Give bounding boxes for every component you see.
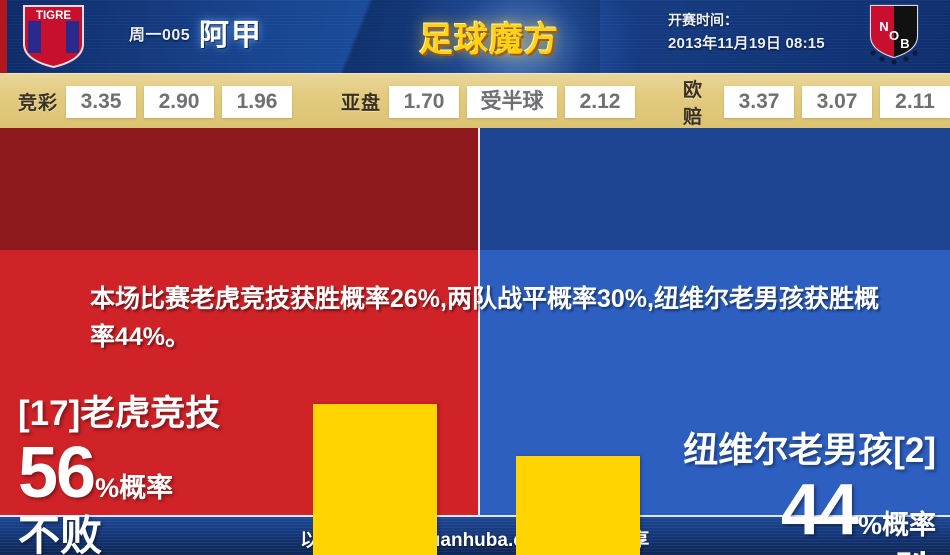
svg-text:O: O xyxy=(889,28,899,43)
odds-cell-draw[interactable]: 2.90 xyxy=(144,85,215,118)
odds-cell-handicap[interactable]: 受半球 xyxy=(467,85,558,118)
away-team-name: 纽维尔老男孩[2] xyxy=(683,431,936,470)
odds-group-label: 亚盘 xyxy=(341,93,382,114)
probability-chart: 本场比赛老虎竞技获胜概率26%,两队战平概率30%,纽维尔老男孩获胜概率44%。… xyxy=(0,128,950,555)
away-team-stats: 纽维尔老男孩[2] 44%概率 胜 xyxy=(640,431,936,555)
kickoff-time: 2013年11月19日 08:15 xyxy=(668,34,825,52)
panel-divider xyxy=(478,128,480,515)
away-verdict: 胜 xyxy=(640,551,936,555)
odds-cell-home[interactable]: 1.70 xyxy=(389,85,460,118)
odds-cell-away[interactable]: 2.11 xyxy=(880,85,950,118)
odds-cell-away[interactable]: 1.96 xyxy=(222,85,293,118)
odds-group-jingcai: 竞彩 3.35 2.90 1.96 xyxy=(18,74,293,129)
home-team-crest-icon: TIGRE xyxy=(23,5,84,69)
odds-cell-draw[interactable]: 3.07 xyxy=(802,85,872,118)
away-percent-suffix: %概率 xyxy=(857,509,936,540)
summary-text: 本场比赛老虎竞技获胜概率26%,两队战平概率30%,纽维尔老男孩获胜概率44%。 xyxy=(90,285,879,351)
match-number: 周一005 xyxy=(129,27,191,44)
odds-group-oupei: 欧赔 3.37 3.07 2.11 xyxy=(683,74,950,129)
league-name: 阿甲 xyxy=(199,19,263,52)
odds-cell-home[interactable]: 3.37 xyxy=(724,85,794,118)
odds-group-yapan: 亚盘 1.70 受半球 2.12 xyxy=(341,74,636,129)
odds-group-label: 竞彩 xyxy=(18,93,59,114)
home-panel xyxy=(0,128,479,515)
home-verdict: 不败 xyxy=(18,511,103,555)
away-team-crest-icon: N O B xyxy=(869,4,919,65)
odds-cell-home[interactable]: 3.35 xyxy=(66,85,137,118)
home-percent-value: 56 xyxy=(18,432,96,513)
header-bar: TIGRE 周一005 阿甲 足球魔方 开赛时间： 2013年11月19日 08… xyxy=(0,0,950,73)
away-percent-value: 44 xyxy=(780,469,859,550)
brand-logo: 足球魔方 xyxy=(419,21,559,59)
kickoff-info: 开赛时间： 2013年11月19日 08:15 xyxy=(668,10,825,55)
svg-text:N: N xyxy=(879,19,888,34)
away-summary-band xyxy=(479,128,950,250)
odds-bar: 竞彩 3.35 2.90 1.96 亚盘 1.70 受半球 2.12 欧赔 3.… xyxy=(0,73,950,128)
home-team-stats: [17]老虎竞技 56%概率 不败 xyxy=(18,394,318,555)
away-percent-row: 44%概率 xyxy=(640,474,936,546)
home-percent-row: 56%概率 xyxy=(18,437,318,509)
svg-text:TIGRE: TIGRE xyxy=(36,10,71,22)
kickoff-label: 开赛时间： xyxy=(668,12,738,28)
bar-away xyxy=(516,456,640,555)
bar-home xyxy=(313,404,437,555)
odds-cell-away[interactable]: 2.12 xyxy=(565,85,636,118)
header-red-strip xyxy=(0,0,7,73)
svg-text:B: B xyxy=(900,36,909,51)
odds-group-label: 欧赔 xyxy=(683,79,704,128)
home-percent-suffix: %概率 xyxy=(95,472,174,503)
home-summary-band xyxy=(0,128,479,250)
home-team-name: [17]老虎竞技 xyxy=(18,394,221,433)
